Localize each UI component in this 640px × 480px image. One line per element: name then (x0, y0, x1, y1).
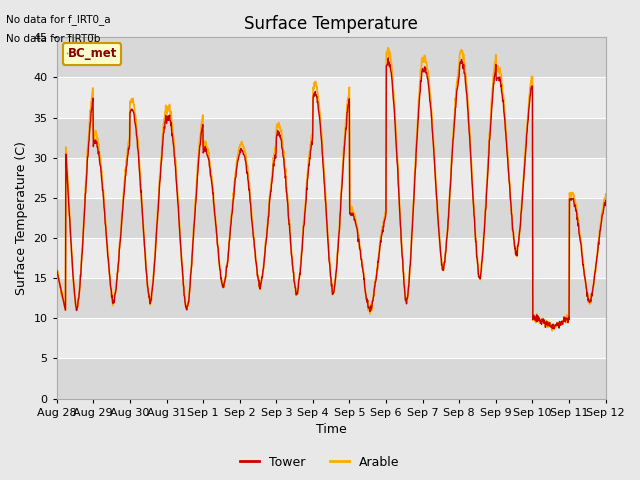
Bar (57, 318, 605, 359)
Y-axis label: Surface Temperature (C): Surface Temperature (C) (15, 141, 28, 295)
Bar (57, 278, 605, 318)
Text: No data for f̅IRT0̅b: No data for f̅IRT0̅b (6, 34, 100, 44)
Legend: BC_met: BC_met (63, 43, 122, 64)
Text: No data for f_IRT0_a: No data for f_IRT0_a (6, 14, 111, 25)
Bar (57, 359, 605, 398)
Title: Surface Temperature: Surface Temperature (244, 15, 418, 33)
X-axis label: Time: Time (316, 423, 347, 436)
Bar (57, 238, 605, 278)
Legend: Tower, Arable: Tower, Arable (236, 451, 404, 474)
Bar (57, 118, 605, 158)
Bar (57, 198, 605, 238)
Bar (57, 158, 605, 198)
Bar (57, 77, 605, 118)
Bar (57, 37, 605, 77)
